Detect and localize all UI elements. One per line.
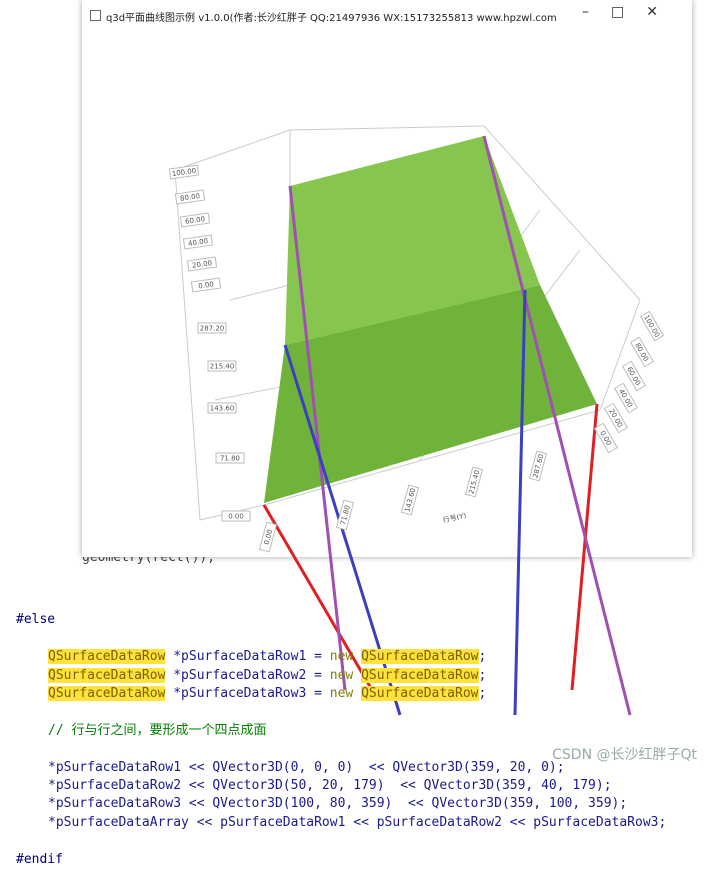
arrow — [513, 289, 527, 716]
type-name: QSurfaceDataRow — [361, 686, 479, 702]
tick-box — [639, 310, 665, 342]
type-name: QSurfaceDataRow — [48, 649, 166, 665]
surface-upper — [285, 136, 540, 345]
surface-lower — [264, 285, 597, 503]
grid-line — [174, 169, 201, 521]
arrow — [262, 504, 374, 691]
declaration: *pSurfaceDataRow3 = — [165, 686, 330, 702]
tick-label: 20.00 — [192, 259, 213, 270]
grid-line — [263, 409, 601, 506]
type-name: QSurfaceDataRow — [361, 667, 479, 683]
code-line: *pSurfaceDataRow3 << QVector3D(100, 80, … — [48, 796, 628, 812]
tick-box — [258, 521, 278, 553]
tick-label: 287.20 — [200, 325, 225, 333]
code-line: QSurfaceDataRow *pSurfaceDataRow3 = new … — [16, 685, 666, 703]
hidden-code: geometry(rect()); — [82, 553, 216, 565]
keyword: new — [329, 649, 354, 665]
type-name: QSurfaceDataRow — [48, 686, 166, 702]
tick-label: 40.00 — [188, 237, 209, 248]
tick-box — [174, 189, 206, 205]
arrow — [288, 185, 347, 691]
watermark: CSDN @长沙红胖子Qt — [552, 747, 697, 763]
tick-box — [197, 322, 227, 334]
tick-box — [621, 360, 647, 392]
tick-box — [464, 466, 484, 498]
code-comment: // 行与行之间，要形成一个四点成面 — [48, 722, 267, 738]
space — [353, 649, 361, 664]
tick-box — [221, 510, 251, 522]
tick-box — [207, 360, 237, 372]
window-title: q3d平面曲线图示例 v1.0.0(作者:长沙红胖子 QQ:21497936 W… — [106, 13, 557, 24]
plot: 100.00 80.00 60.00 40.00 20.00 0.00 287.20 215.… — [168, 125, 665, 716]
type-name: QSurfaceDataRow — [48, 667, 166, 683]
tick-label: 100.00 — [171, 167, 196, 178]
tick-box — [168, 164, 200, 180]
axis-title: 行号(Y) — [442, 511, 467, 525]
tick-box — [186, 256, 218, 272]
code-block: #else QSurfaceDataRow *pSurfaceDataRow1 … — [16, 593, 666, 888]
declaration: *pSurfaceDataRow2 = — [165, 667, 330, 683]
code-line: *pSurfaceDataArray << pSurfaceDataRow1 <… — [48, 814, 667, 830]
code-line: *pSurfaceDataRow2 << QVector3D(50, 20, 1… — [48, 778, 612, 794]
code-line: *pSurfaceDataRow1 << QVector3D(0, 0, 0) … — [48, 759, 565, 775]
code-line: QSurfaceDataRow *pSurfaceDataRow1 = new … — [16, 648, 666, 666]
grid-line — [214, 384, 291, 401]
terminator: ; — [478, 667, 487, 683]
keyword: new — [329, 686, 354, 702]
arrow — [482, 135, 632, 716]
tick-box — [190, 277, 222, 293]
tick-box — [593, 422, 619, 454]
code-line: QSurfaceDataRow *pSurfaceDataRow2 = new … — [16, 667, 666, 685]
tick-box — [215, 452, 245, 464]
annotations — [262, 135, 632, 716]
tick-box — [528, 450, 548, 482]
grid-line — [483, 125, 641, 301]
terminator: ; — [478, 686, 487, 702]
grid-line — [229, 284, 291, 301]
tick-box — [400, 484, 420, 516]
terminator: ; — [478, 649, 487, 665]
space — [353, 668, 361, 683]
window-controls[interactable]: –□✕ — [582, 4, 680, 20]
keyword: new — [329, 667, 354, 683]
code-line: #endif — [16, 851, 63, 867]
tick-label: 80.00 — [180, 192, 201, 203]
tick-box — [335, 499, 355, 531]
grid-line — [599, 299, 641, 411]
type-name: QSurfaceDataRow — [361, 649, 479, 665]
tick-box — [613, 382, 639, 414]
tick-box — [603, 402, 629, 434]
tick-box — [207, 402, 237, 414]
tick-label: 215.40 — [210, 363, 235, 371]
tick-label: 0.00 — [198, 280, 215, 290]
arrow — [570, 403, 599, 691]
tick-box — [179, 212, 211, 228]
space — [353, 686, 361, 701]
tick-box — [629, 336, 655, 368]
app-icon — [90, 10, 101, 21]
tick-box — [182, 234, 214, 250]
tick-label: 0.00 — [228, 513, 244, 521]
tick-label: 60.00 — [185, 215, 206, 226]
tick-label: 71.80 — [220, 455, 240, 463]
declaration: *pSurfaceDataRow1 = — [165, 649, 330, 665]
tick-label: 0.00 — [263, 529, 275, 546]
page: geometry(rect()); q3d平面曲线图示例 v1.0.0(作者:长… — [16, 4, 697, 867]
code-line: #else — [16, 612, 56, 628]
tick-label: 143.60 — [210, 405, 235, 413]
